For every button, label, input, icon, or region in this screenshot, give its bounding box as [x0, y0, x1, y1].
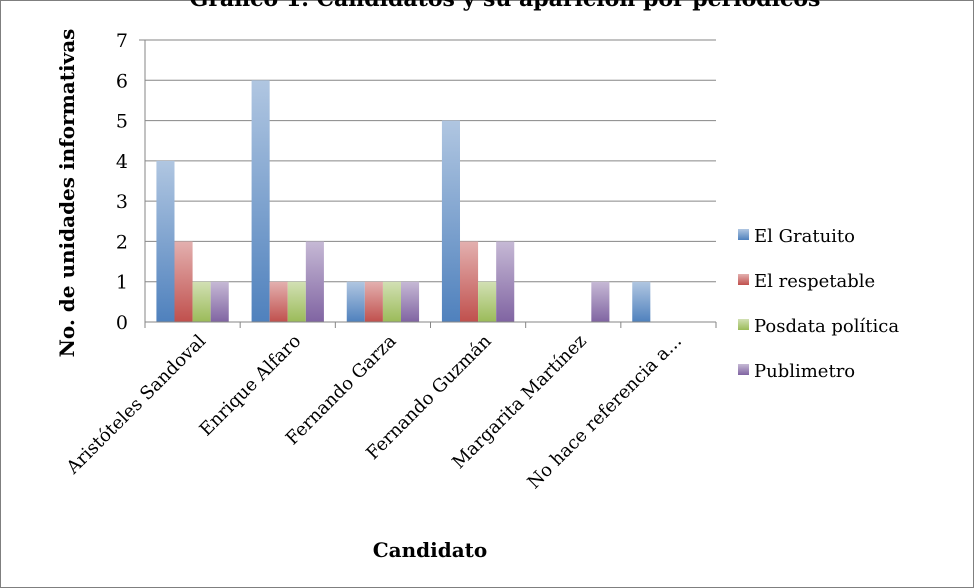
bar-posdata-politica: [382, 281, 401, 322]
y-tick-label: 6: [116, 70, 128, 92]
legend-label: Publimetro: [754, 361, 855, 382]
chart-title: Gráfico 1. Candidatos y su aparición por…: [190, 0, 821, 12]
y-tick-label: 5: [116, 111, 128, 133]
bar-el-respetable: [269, 281, 288, 322]
bar-publimetro: [305, 241, 324, 322]
legend-swatch: [738, 229, 749, 240]
legend-label: El respetable: [754, 271, 875, 292]
legend: El Gratuito El respetable Posdata política…: [738, 226, 899, 382]
y-tick-label: 7: [116, 30, 128, 52]
legend-swatch: [738, 274, 749, 285]
bar-el-gratuito: [251, 80, 270, 323]
y-tick-label: 3: [116, 191, 128, 213]
bar-publimetro: [591, 281, 610, 322]
bar-posdata-politica: [478, 281, 497, 322]
x-tick-label: Aristóteles Sandoval: [62, 331, 210, 479]
legend-label: El Gratuito: [754, 226, 855, 247]
axes: [139, 39, 717, 328]
gridlines: [145, 39, 716, 323]
bar-el-gratuito: [346, 281, 365, 322]
y-tick-labels: 0 1 2 3 4 5 6 7: [116, 30, 128, 334]
y-tick-label: 2: [116, 231, 128, 253]
bar-el-gratuito: [156, 160, 175, 322]
y-tick-label: 1: [116, 272, 128, 294]
x-tick-label: Enrique Alfaro: [196, 331, 306, 441]
legend-swatch: [738, 319, 749, 330]
bar-publimetro: [400, 281, 420, 322]
y-axis-label: No. de unidades informativas: [55, 29, 79, 358]
y-tick-label: 0: [116, 312, 128, 334]
bar-el-gratuito: [632, 281, 651, 322]
x-tick-label: No hace referencia a...: [524, 331, 686, 493]
legend-label: Posdata política: [754, 316, 899, 337]
bar-el-gratuito: [441, 120, 461, 322]
bars: [156, 80, 651, 323]
bar-posdata-politica: [287, 281, 306, 322]
y-tick-label: 4: [116, 151, 128, 173]
bar-publimetro: [496, 241, 515, 322]
bar-el-respetable: [364, 281, 383, 322]
bar-publimetro: [210, 281, 229, 322]
bar-el-respetable: [460, 241, 479, 322]
x-axis-label: Candidato: [373, 538, 488, 562]
bar-el-respetable: [174, 241, 193, 322]
bar-posdata-politica: [192, 281, 211, 322]
legend-swatch: [738, 364, 749, 375]
